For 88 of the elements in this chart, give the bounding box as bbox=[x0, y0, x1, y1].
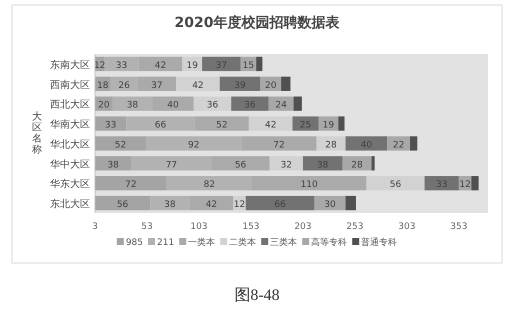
data-label: 24 bbox=[275, 100, 288, 111]
x-tick-label: 3 bbox=[92, 222, 98, 232]
bar bbox=[338, 116, 345, 131]
x-tick-label: 353 bbox=[450, 222, 468, 232]
data-label: 32 bbox=[280, 160, 292, 170]
bar bbox=[194, 96, 232, 111]
data-label: 52 bbox=[114, 140, 126, 150]
y-axis-title: 大区名称 bbox=[32, 110, 42, 156]
bar bbox=[372, 156, 375, 170]
data-label: 40 bbox=[167, 100, 179, 111]
bar bbox=[202, 56, 241, 72]
y-tick-label: 华南大区 bbox=[50, 118, 90, 131]
bar bbox=[471, 176, 479, 190]
data-label: 72 bbox=[125, 180, 137, 190]
y-tick-label: 华东大区 bbox=[50, 178, 90, 190]
data-label: 12 bbox=[94, 60, 106, 71]
data-label: 52 bbox=[216, 120, 228, 131]
bar bbox=[270, 156, 303, 170]
data-label: 77 bbox=[166, 160, 178, 170]
data-label: 22 bbox=[392, 140, 404, 150]
data-label: 42 bbox=[192, 80, 204, 91]
data-label: 36 bbox=[206, 100, 218, 111]
legend-label: 高等专科 bbox=[311, 237, 348, 248]
bar bbox=[410, 136, 418, 151]
data-label: 15 bbox=[242, 60, 254, 71]
bar bbox=[294, 96, 302, 111]
y-tick-label: 西南大区 bbox=[50, 78, 90, 91]
data-label: 18 bbox=[97, 80, 109, 91]
y-tick-label: 东北大区 bbox=[50, 198, 90, 210]
bar bbox=[302, 156, 342, 170]
data-label: 28 bbox=[325, 140, 338, 150]
y-tick-label: 华北大区 bbox=[50, 138, 90, 150]
data-label: 56 bbox=[390, 180, 402, 190]
data-label: 28 bbox=[351, 160, 363, 170]
x-tick-label: 203 bbox=[294, 222, 312, 232]
data-label: 38 bbox=[164, 200, 176, 210]
data-label: 82 bbox=[204, 180, 216, 190]
data-label: 20 bbox=[264, 80, 277, 91]
x-tick-label: 303 bbox=[398, 222, 416, 232]
legend-label: 211 bbox=[157, 238, 174, 248]
x-tick-label: 153 bbox=[242, 222, 260, 232]
x-tick-label: 53 bbox=[141, 222, 153, 232]
bar bbox=[424, 176, 459, 190]
legend-label: 三类本 bbox=[270, 237, 298, 248]
x-tick-label: 103 bbox=[190, 222, 208, 232]
data-label: 19 bbox=[186, 60, 198, 71]
data-label: 42 bbox=[154, 60, 166, 71]
data-label: 72 bbox=[273, 140, 285, 150]
data-label: 26 bbox=[118, 80, 130, 91]
data-label: 37 bbox=[151, 80, 163, 91]
legend-label: 普通专科 bbox=[361, 237, 398, 248]
bar bbox=[281, 76, 290, 91]
data-label: 12 bbox=[459, 180, 471, 190]
y-tick-label: 西北大区 bbox=[50, 98, 90, 111]
bar bbox=[366, 176, 425, 190]
data-label: 110 bbox=[300, 180, 318, 190]
data-label: 33 bbox=[116, 60, 128, 71]
bar bbox=[220, 76, 260, 91]
bar bbox=[342, 156, 372, 170]
data-label: 92 bbox=[188, 140, 200, 150]
data-label: 30 bbox=[324, 200, 336, 210]
bar bbox=[268, 96, 294, 111]
data-label: 19 bbox=[322, 120, 334, 131]
data-label: 66 bbox=[154, 120, 166, 131]
caption: 图8-48 bbox=[234, 287, 280, 304]
x-tick-label: 253 bbox=[346, 222, 364, 232]
bar bbox=[346, 136, 388, 151]
bar bbox=[176, 76, 220, 91]
data-label: 38 bbox=[107, 160, 120, 170]
y-tick-label: 华中大区 bbox=[50, 158, 90, 170]
data-label: 20 bbox=[98, 100, 110, 111]
data-label: 38 bbox=[126, 100, 138, 111]
bar bbox=[256, 56, 262, 72]
data-label: 56 bbox=[116, 200, 129, 210]
chart-title: 2020年度校园招聘数据表 bbox=[174, 14, 340, 31]
data-label: 42 bbox=[264, 120, 276, 131]
bar bbox=[246, 196, 314, 210]
y-tick-label: 东南大区 bbox=[50, 58, 90, 71]
data-label: 56 bbox=[234, 160, 247, 170]
data-label: 42 bbox=[206, 200, 218, 210]
data-label: 33 bbox=[104, 120, 116, 131]
data-label: 12 bbox=[234, 200, 246, 210]
legend-label: 985 bbox=[126, 238, 143, 248]
bar bbox=[248, 116, 293, 131]
bar bbox=[346, 196, 356, 210]
bar bbox=[231, 96, 269, 111]
legend-label: 二类本 bbox=[229, 237, 256, 248]
legend-label: 一类本 bbox=[188, 237, 216, 248]
